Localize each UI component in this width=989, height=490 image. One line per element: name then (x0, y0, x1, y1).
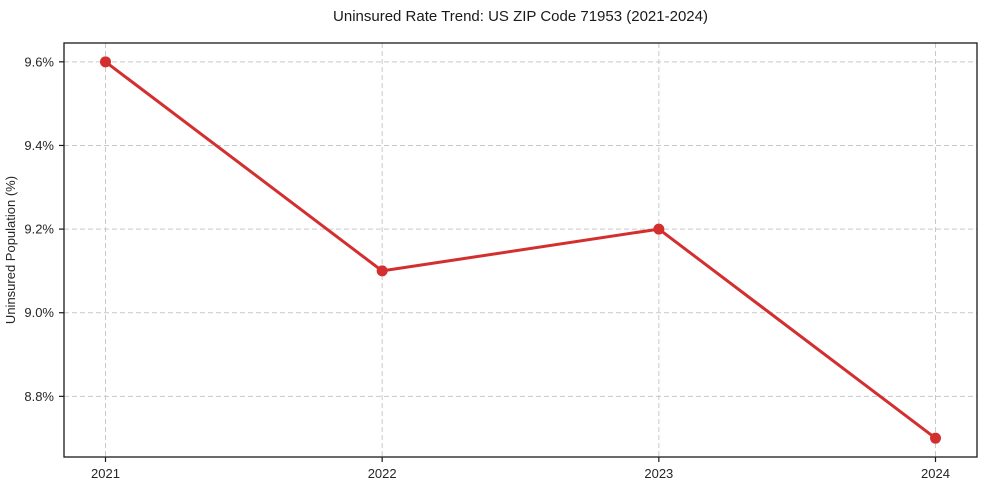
chart-title: Uninsured Rate Trend: US ZIP Code 71953 … (333, 8, 708, 25)
data-point-marker (930, 432, 941, 444)
data-point-marker (653, 223, 665, 235)
y-tick-label: 8.8% (24, 389, 54, 404)
y-tick-label: 9.6% (24, 54, 54, 69)
y-tick-label: 9.0% (24, 305, 54, 320)
trend-line-series (100, 56, 941, 444)
y-axis-label: Uninsured Population (%) (3, 176, 18, 324)
data-point-marker (376, 265, 388, 277)
trend-line (104, 60, 937, 440)
x-tick-label: 2024 (921, 466, 950, 481)
x-tick-label: 2023 (644, 466, 673, 481)
x-tick-label: 2021 (91, 466, 120, 481)
plot-border (63, 42, 978, 458)
y-tick-label: 9.2% (24, 222, 54, 237)
axes: 8.8% 9.0% 9.2% 9.4% 9.6% 2021 2022 2023 2024 (24, 54, 950, 481)
y-tick-label: 9.4% (24, 138, 54, 153)
x-tick-label: 2022 (368, 466, 397, 481)
data-point-marker (100, 56, 111, 68)
